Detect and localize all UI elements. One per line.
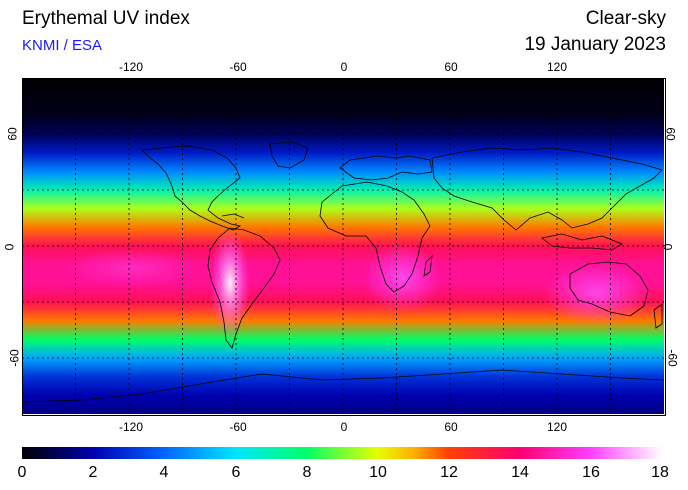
australia-hotspot (542, 261, 652, 325)
lon-tick-bottom: -60 (229, 420, 247, 434)
north-america-coast (141, 145, 242, 231)
uv-map-canvas (22, 78, 664, 414)
greenland-coast (269, 141, 309, 169)
caribbean-coast (221, 213, 245, 219)
uv-colorbar (22, 447, 662, 459)
lat-tick-left: 60 (5, 127, 20, 141)
andes-hotspot (210, 228, 250, 338)
colorbar-tick-label: 8 (302, 464, 312, 481)
europe-coast (339, 155, 433, 181)
colorbar-tick-label: 10 (369, 464, 387, 481)
australia-coast (569, 261, 649, 317)
colorbar-tick-label: 6 (231, 464, 241, 481)
colorbar-tick-label: 16 (582, 464, 600, 481)
graticule (22, 78, 664, 414)
madagascar-coast (423, 254, 433, 277)
lon-tick-top: -60 (229, 60, 247, 74)
lon-tick-bottom: 120 (546, 420, 568, 434)
lon-tick-bottom: -120 (118, 420, 144, 434)
colorbar-tick-label: 2 (88, 464, 98, 481)
south-america-coast (207, 227, 281, 349)
colorbar-tick-label: 0 (17, 464, 27, 481)
lon-tick-bottom: 0 (340, 420, 348, 434)
lon-tick-bottom: 60 (444, 420, 458, 434)
new-zealand-coast (653, 303, 663, 329)
date-label: 19 January 2023 (524, 34, 666, 55)
lon-tick-top: 120 (546, 60, 568, 74)
lon-tick-top: -120 (118, 60, 144, 74)
south-pacific-hotspot (62, 248, 202, 288)
credit-label: KNMI / ESA (22, 37, 103, 54)
lon-tick-top: 0 (340, 60, 348, 74)
map-frame (22, 78, 666, 416)
colorbar-tick-label: 12 (440, 464, 458, 481)
southern-africa-hotspot (362, 243, 442, 313)
lon-tick-top: 60 (444, 60, 458, 74)
lat-tick-right: -60 (665, 349, 680, 367)
indonesia-coast (541, 233, 623, 251)
coastlines (22, 141, 664, 403)
colorbar-tick-label: 18 (651, 464, 669, 481)
map-title: Erythemal UV index (22, 8, 190, 29)
colorbar-tick-label: 4 (159, 464, 169, 481)
colorbar-tick-label: 14 (511, 464, 529, 481)
antarctica-coast (22, 369, 664, 403)
uv-index-map (22, 78, 666, 416)
africa-coast (319, 181, 431, 293)
lat-tick-left: 0 (2, 243, 17, 251)
asia-coast (431, 147, 663, 231)
colorbar-fill (22, 447, 662, 459)
lat-tick-left: -60 (7, 349, 22, 367)
sky-condition-label: Clear-sky (585, 8, 666, 29)
